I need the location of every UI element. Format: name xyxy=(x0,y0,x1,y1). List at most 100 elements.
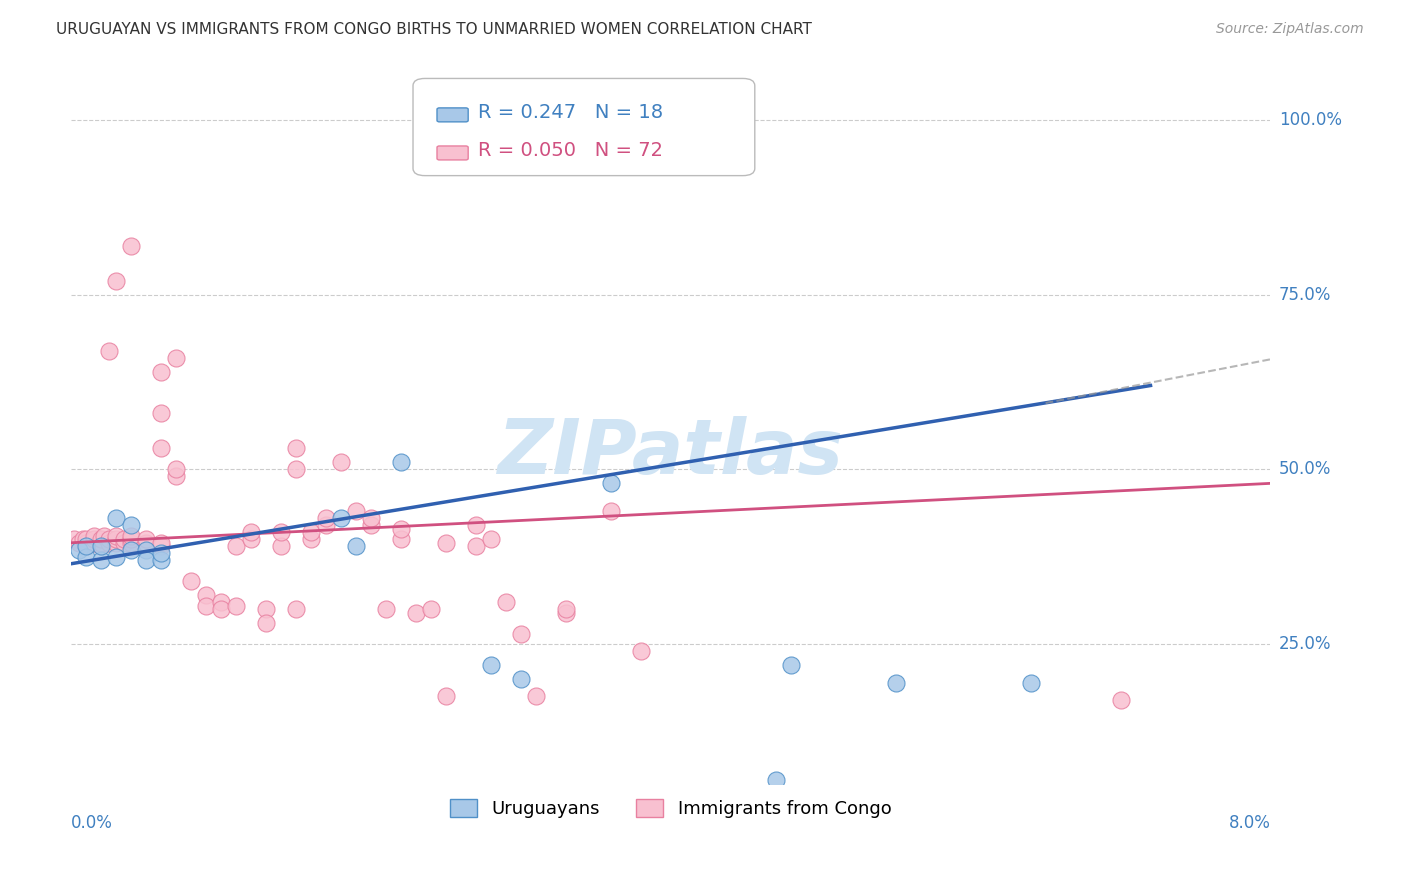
Point xyxy=(90,533,112,547)
Point xyxy=(105,529,128,543)
Text: URUGUAYAN VS IMMIGRANTS FROM CONGO BIRTHS TO UNMARRIED WOMEN CORRELATION CHART: URUGUAYAN VS IMMIGRANTS FROM CONGO BIRTH… xyxy=(56,22,813,37)
Point xyxy=(465,539,488,553)
Point xyxy=(67,535,90,549)
Point xyxy=(510,626,533,640)
Point xyxy=(599,504,621,518)
Point xyxy=(63,533,86,547)
Point xyxy=(1109,693,1132,707)
Point xyxy=(120,518,142,533)
Point xyxy=(389,455,412,469)
Text: 0.0%: 0.0% xyxy=(72,814,112,832)
FancyBboxPatch shape xyxy=(437,146,468,160)
Point xyxy=(240,525,263,540)
Point xyxy=(254,602,277,616)
Point xyxy=(150,535,173,549)
Point xyxy=(360,511,382,525)
Point xyxy=(195,599,218,613)
Point xyxy=(75,535,97,549)
Point xyxy=(555,606,578,620)
Point xyxy=(120,535,142,549)
Point xyxy=(479,533,502,547)
Point xyxy=(495,595,517,609)
Point xyxy=(479,658,502,673)
Point xyxy=(150,546,173,560)
Point xyxy=(524,141,547,155)
Point xyxy=(75,549,97,564)
Point xyxy=(165,469,187,483)
Text: 100.0%: 100.0% xyxy=(1279,111,1341,129)
Point xyxy=(524,690,547,704)
Point xyxy=(105,549,128,564)
Point xyxy=(209,602,232,616)
Text: R = 0.247   N = 18: R = 0.247 N = 18 xyxy=(478,103,662,121)
Point xyxy=(465,518,488,533)
Point xyxy=(420,602,443,616)
Text: 75.0%: 75.0% xyxy=(1279,285,1331,303)
Point xyxy=(434,690,457,704)
Point xyxy=(97,535,120,549)
FancyBboxPatch shape xyxy=(413,78,755,176)
Point xyxy=(105,511,128,525)
Point xyxy=(195,588,218,602)
Point xyxy=(375,602,398,616)
Point xyxy=(225,599,247,613)
Point xyxy=(330,511,353,525)
Point xyxy=(135,553,157,567)
Point xyxy=(90,539,112,553)
Point xyxy=(389,533,412,547)
Point xyxy=(83,533,105,547)
Point xyxy=(330,455,353,469)
Point xyxy=(254,616,277,631)
Point xyxy=(150,539,173,553)
Point xyxy=(97,533,120,547)
Point xyxy=(405,606,427,620)
Text: R = 0.050   N = 72: R = 0.050 N = 72 xyxy=(478,141,662,160)
Point xyxy=(165,462,187,476)
Point xyxy=(83,529,105,543)
Text: 50.0%: 50.0% xyxy=(1279,460,1331,478)
Point xyxy=(285,462,308,476)
Point xyxy=(225,539,247,553)
Point xyxy=(779,658,801,673)
Point xyxy=(1019,675,1042,690)
Point xyxy=(105,535,128,549)
Point xyxy=(599,476,621,491)
Text: ZIPatlas: ZIPatlas xyxy=(498,416,844,490)
Point xyxy=(555,602,578,616)
Point xyxy=(315,511,337,525)
Point xyxy=(75,539,97,553)
Point xyxy=(135,533,157,547)
Point xyxy=(150,365,173,379)
Point xyxy=(75,533,97,547)
Point xyxy=(285,602,308,616)
Point xyxy=(120,533,142,547)
Point xyxy=(270,525,292,540)
Point xyxy=(240,533,263,547)
Text: Source: ZipAtlas.com: Source: ZipAtlas.com xyxy=(1216,22,1364,37)
Point xyxy=(299,525,322,540)
Point xyxy=(105,533,128,547)
Point xyxy=(120,239,142,253)
Point xyxy=(150,407,173,421)
Point xyxy=(150,553,173,567)
Point xyxy=(135,535,157,549)
Point xyxy=(112,535,135,549)
Point xyxy=(72,533,94,547)
FancyBboxPatch shape xyxy=(437,108,468,122)
Point xyxy=(165,351,187,365)
Point xyxy=(299,533,322,547)
Point xyxy=(630,644,652,658)
Point xyxy=(75,539,97,553)
Point xyxy=(510,672,533,686)
Point xyxy=(150,442,173,456)
Point xyxy=(120,542,142,557)
Point xyxy=(315,518,337,533)
Point xyxy=(344,504,367,518)
Point xyxy=(209,595,232,609)
Point xyxy=(285,442,308,456)
Point xyxy=(270,539,292,553)
Legend: Uruguayans, Immigrants from Congo: Uruguayans, Immigrants from Congo xyxy=(443,791,898,825)
Point xyxy=(555,141,578,155)
Point xyxy=(344,539,367,553)
Point xyxy=(765,773,787,788)
